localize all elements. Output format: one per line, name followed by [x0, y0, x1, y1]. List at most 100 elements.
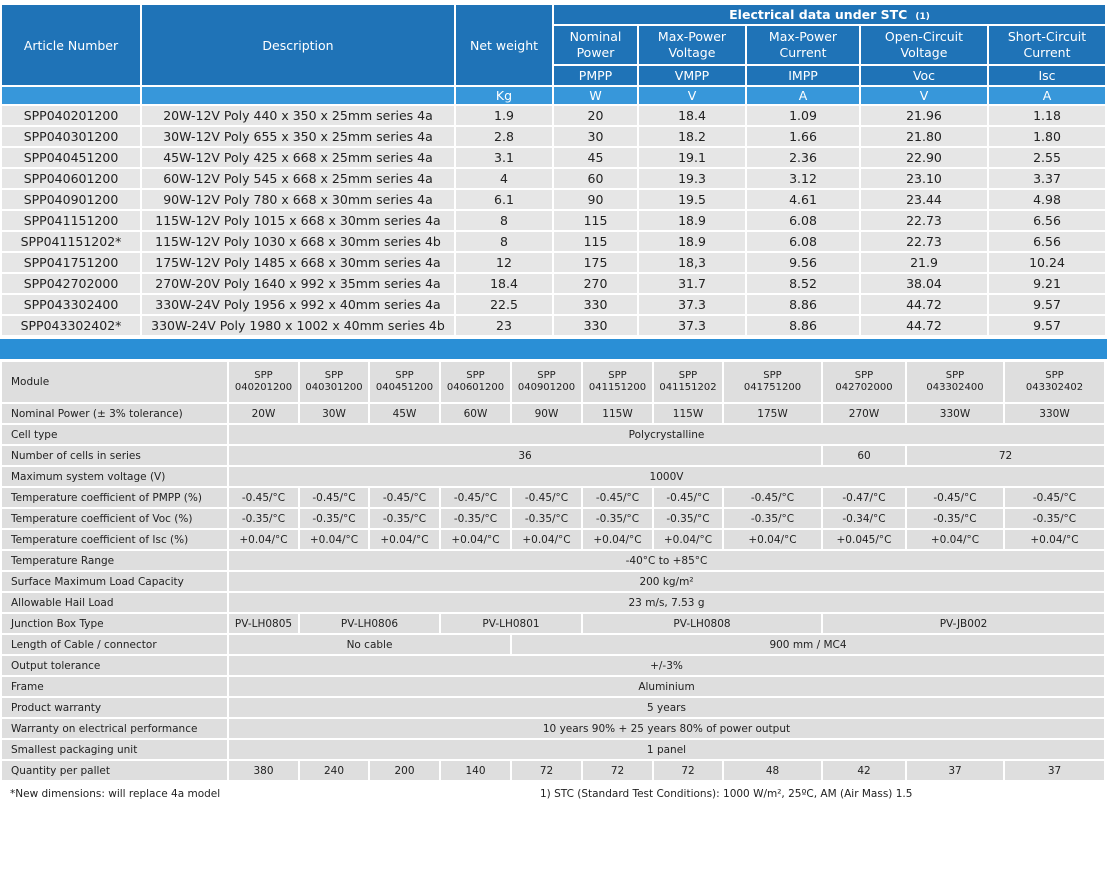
cell: 6.08: [745, 209, 861, 232]
header-row: Nominal Power Max-Power Voltage Max-Power …: [1, 24, 1107, 66]
cell: 18.4: [454, 272, 554, 295]
cell: SPP041151200: [0, 209, 142, 232]
cell: 22.5: [454, 293, 554, 316]
cell: +0.04/°C: [368, 528, 441, 551]
cell: 90: [552, 188, 639, 211]
module-cell: SPP 040451200: [368, 360, 441, 404]
cell: 21.96: [859, 104, 989, 127]
data-row: SPP043302400 330W-24V Poly 1956 x 992 x 4…: [0, 293, 1107, 316]
cell: 60W-12V Poly 545 x 668 x 25mm series 4a: [140, 167, 456, 190]
cell: 60: [821, 444, 907, 467]
cell: 330W-24V Poly 1980 x 1002 x 40mm series …: [140, 314, 456, 337]
group-title: Electrical data under STC: [729, 7, 908, 22]
module-code-line: SPP: [537, 370, 556, 381]
data-row: SPP041151200 115W-12V Poly 1015 x 668 x 3…: [0, 209, 1107, 232]
footnotes: *New dimensions: will replace 4a model 1…: [0, 782, 1107, 806]
unit: Kg: [454, 85, 554, 106]
cell: 175W-12V Poly 1485 x 668 x 30mm series 4…: [140, 251, 456, 274]
row-label: Quantity per pallet: [0, 759, 229, 782]
cell: 6.1: [454, 188, 554, 211]
cell: +0.04/°C: [439, 528, 512, 551]
spec-row: Warranty on electrical performance 10 yea…: [0, 717, 1106, 740]
cell: 37.3: [637, 293, 747, 316]
cell: -0.45/°C: [722, 486, 823, 509]
cell: 18,3: [637, 251, 747, 274]
cell: 22.73: [859, 209, 989, 232]
footnote: *New dimensions: will replace 4a model: [10, 788, 221, 800]
cell: 200 kg/m²: [227, 570, 1106, 593]
cell: 72: [581, 759, 654, 782]
spec-row: Cell type Polycrystalline: [0, 423, 1106, 446]
cell: -0.45/°C: [581, 486, 654, 509]
cell: SPP040451200: [0, 146, 142, 169]
column-header: Nominal Power: [552, 24, 639, 66]
cell: 23 m/s, 7.53 g: [227, 591, 1106, 614]
cell: 8.86: [745, 293, 861, 316]
cell: +0.04/°C: [510, 528, 583, 551]
module-cell: SPP 043302400: [905, 360, 1005, 404]
cell: 72: [510, 759, 583, 782]
row-label: Frame: [0, 675, 229, 698]
data-row: SPP040451200 45W-12V Poly 425 x 668 x 25m…: [0, 146, 1107, 169]
cell: SPP042702000: [0, 272, 142, 295]
spec-table: Module SPP 040201200 SPP 040301200 SPP 0404512…: [0, 360, 1106, 782]
spec-row: Nominal Power (± 3% tolerance) 20W 30W 45W 6…: [0, 402, 1106, 425]
cell: 20W-12V Poly 440 x 350 x 25mm series 4a: [140, 104, 456, 127]
cell: 18.4: [637, 104, 747, 127]
module-cell: SPP 041151202: [652, 360, 724, 404]
cell: 115W-12V Poly 1015 x 668 x 30mm series 4…: [140, 209, 456, 232]
cell: 270W: [821, 402, 907, 425]
cell: PV-LH0801: [439, 612, 583, 635]
column-header: Short-Circuit Current: [986, 24, 1107, 66]
column-symbol: PMPP: [552, 64, 639, 87]
cell: -0.45/°C: [368, 486, 441, 509]
column-header: Article Number: [0, 3, 142, 87]
cell: 1.66: [745, 125, 861, 148]
module-code-line: 043302400: [926, 382, 984, 393]
module-code-line: SPP: [763, 370, 782, 381]
cell: PV-LH0808: [581, 612, 823, 635]
units-row: Kg W V A V A: [0, 85, 1107, 106]
cell: SPP043302402*: [0, 314, 142, 337]
unit: V: [859, 85, 989, 106]
cell: 36: [227, 444, 823, 467]
row-label: Output tolerance: [0, 654, 229, 677]
data-row: SPP040201200 20W-12V Poly 440 x 350 x 25m…: [0, 104, 1107, 127]
module-code-line: 041151200: [588, 382, 647, 393]
row-label: Temperature coefficient of Voc (%): [0, 507, 229, 530]
cell: 4.61: [745, 188, 861, 211]
cell: 8.86: [745, 314, 861, 337]
cell: 31.7: [637, 272, 747, 295]
row-label: Smallest packaging unit: [0, 738, 229, 761]
cell: -0.45/°C: [905, 486, 1005, 509]
cell: 330W: [1003, 402, 1106, 425]
cell: 38.04: [859, 272, 989, 295]
cell: -0.35/°C: [905, 507, 1005, 530]
cell: 90W: [510, 402, 583, 425]
cell: SPP043302400: [0, 293, 142, 316]
module-code-line: 040301200: [305, 382, 363, 393]
row-label: Temperature coefficient of Isc (%): [0, 528, 229, 551]
cell: 2.8: [454, 125, 554, 148]
module-code-line: 040451200: [375, 382, 434, 393]
cell: +0.04/°C: [298, 528, 370, 551]
unit: W: [552, 85, 639, 106]
spec-row: Maximum system voltage (V) 1000V: [0, 465, 1106, 488]
spec-row: Temperature Range -40°C to +85°C: [0, 549, 1106, 572]
cell: 1000V: [227, 465, 1106, 488]
data-row: SPP040601200 60W-12V Poly 545 x 668 x 25m…: [0, 167, 1107, 190]
cell: 23: [454, 314, 554, 337]
data-row: SPP042702000 270W-20V Poly 1640 x 992 x 3…: [0, 272, 1107, 295]
row-label: Number of cells in series: [0, 444, 229, 467]
cell: -0.45/°C: [1003, 486, 1106, 509]
cell: 18.9: [637, 230, 747, 253]
row-label: Product warranty: [0, 696, 229, 719]
column-symbol: Voc: [859, 64, 989, 87]
module-cell: SPP 043302402: [1003, 360, 1106, 404]
module-cell: SPP 040201200: [227, 360, 300, 404]
row-label: Surface Maximum Load Capacity: [0, 570, 229, 593]
cell: 1.80: [986, 125, 1107, 148]
module-cell: SPP 040601200: [439, 360, 512, 404]
module-code-line: 040901200: [517, 382, 576, 393]
cell: 9.21: [986, 272, 1107, 295]
